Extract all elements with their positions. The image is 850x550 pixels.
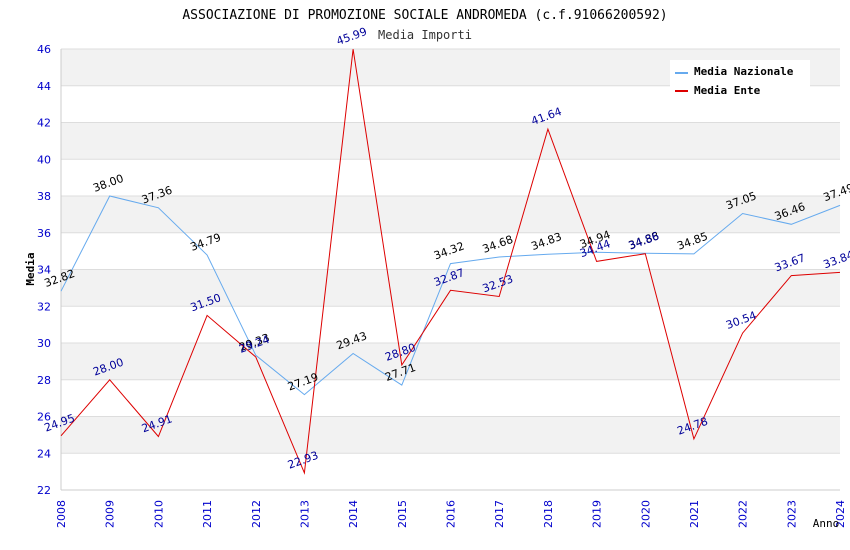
y-tick-label: 24 — [37, 447, 51, 460]
y-tick-label: 38 — [37, 190, 51, 203]
x-tick-label: 2021 — [688, 500, 701, 528]
y-tick-label: 22 — [37, 484, 51, 497]
grid-band — [61, 379, 840, 417]
x-tick-label: 2017 — [493, 500, 506, 528]
x-tick-label: 2024 — [834, 500, 847, 528]
grid-band — [61, 453, 840, 490]
x-tick-label: 2016 — [445, 500, 458, 528]
y-tick-label: 26 — [37, 411, 51, 424]
chart-title: ASSOCIAZIONE DI PROMOZIONE SOCIALE ANDRO… — [182, 8, 667, 23]
y-axis-label: Media — [24, 252, 37, 285]
axes — [60, 49, 840, 491]
x-tick-label: 2022 — [737, 500, 750, 528]
legend-label-media-nazionale: Media Nazionale — [694, 65, 794, 78]
x-tick-label: 2009 — [104, 500, 117, 528]
y-tick-label: 46 — [37, 43, 51, 56]
x-tick-label: 2012 — [250, 500, 263, 528]
y-tick-label: 36 — [37, 227, 51, 240]
grid-band — [61, 343, 840, 380]
x-axis-label: Anno — [813, 517, 840, 530]
series-lines — [60, 49, 841, 475]
x-tick-label: 2019 — [591, 500, 604, 528]
series-line-media-nazionale — [60, 195, 841, 396]
legend-box — [670, 60, 810, 102]
y-tick-label: 28 — [37, 374, 51, 387]
y-tick-label: 30 — [37, 337, 51, 350]
x-tick-labels: 2008 2009 2010 2011 2012 2013 2014 2015 2016 2017… — [55, 500, 847, 528]
grid-band — [61, 416, 840, 454]
grid-bands — [61, 49, 840, 490]
legend: Media Nazionale Media Ente — [670, 60, 810, 102]
x-tick-label: 2020 — [639, 500, 652, 528]
y-tick-label: 40 — [37, 153, 51, 166]
x-tick-label: 2014 — [347, 500, 360, 528]
series-line-media-ente — [60, 49, 841, 475]
grid-band — [61, 159, 840, 196]
y-tick-label: 42 — [37, 117, 51, 130]
y-tick-label: 32 — [37, 300, 51, 313]
x-tick-label: 2011 — [201, 500, 214, 528]
chart-subtitle: Media Importi — [378, 28, 472, 42]
x-tick-label: 2018 — [542, 500, 555, 528]
y-tick-labels: 22 24 26 28 30 32 34 36 38 40 42 44 46 — [37, 43, 51, 497]
grid-band — [61, 306, 840, 343]
grid-band — [61, 122, 840, 160]
x-tick-label: 2013 — [298, 500, 311, 528]
x-tick-label: 2023 — [785, 500, 798, 528]
data-label: 45.99 — [335, 25, 369, 48]
x-tick-label: 2010 — [152, 500, 165, 528]
grid-band — [61, 269, 840, 307]
grid-band — [61, 196, 840, 233]
y-tick-label: 44 — [37, 80, 51, 93]
legend-label-media-ente: Media Ente — [694, 84, 761, 97]
x-tick-label: 2008 — [55, 500, 68, 528]
x-tick-label: 2015 — [396, 500, 409, 528]
y-tick-label: 34 — [37, 264, 51, 277]
